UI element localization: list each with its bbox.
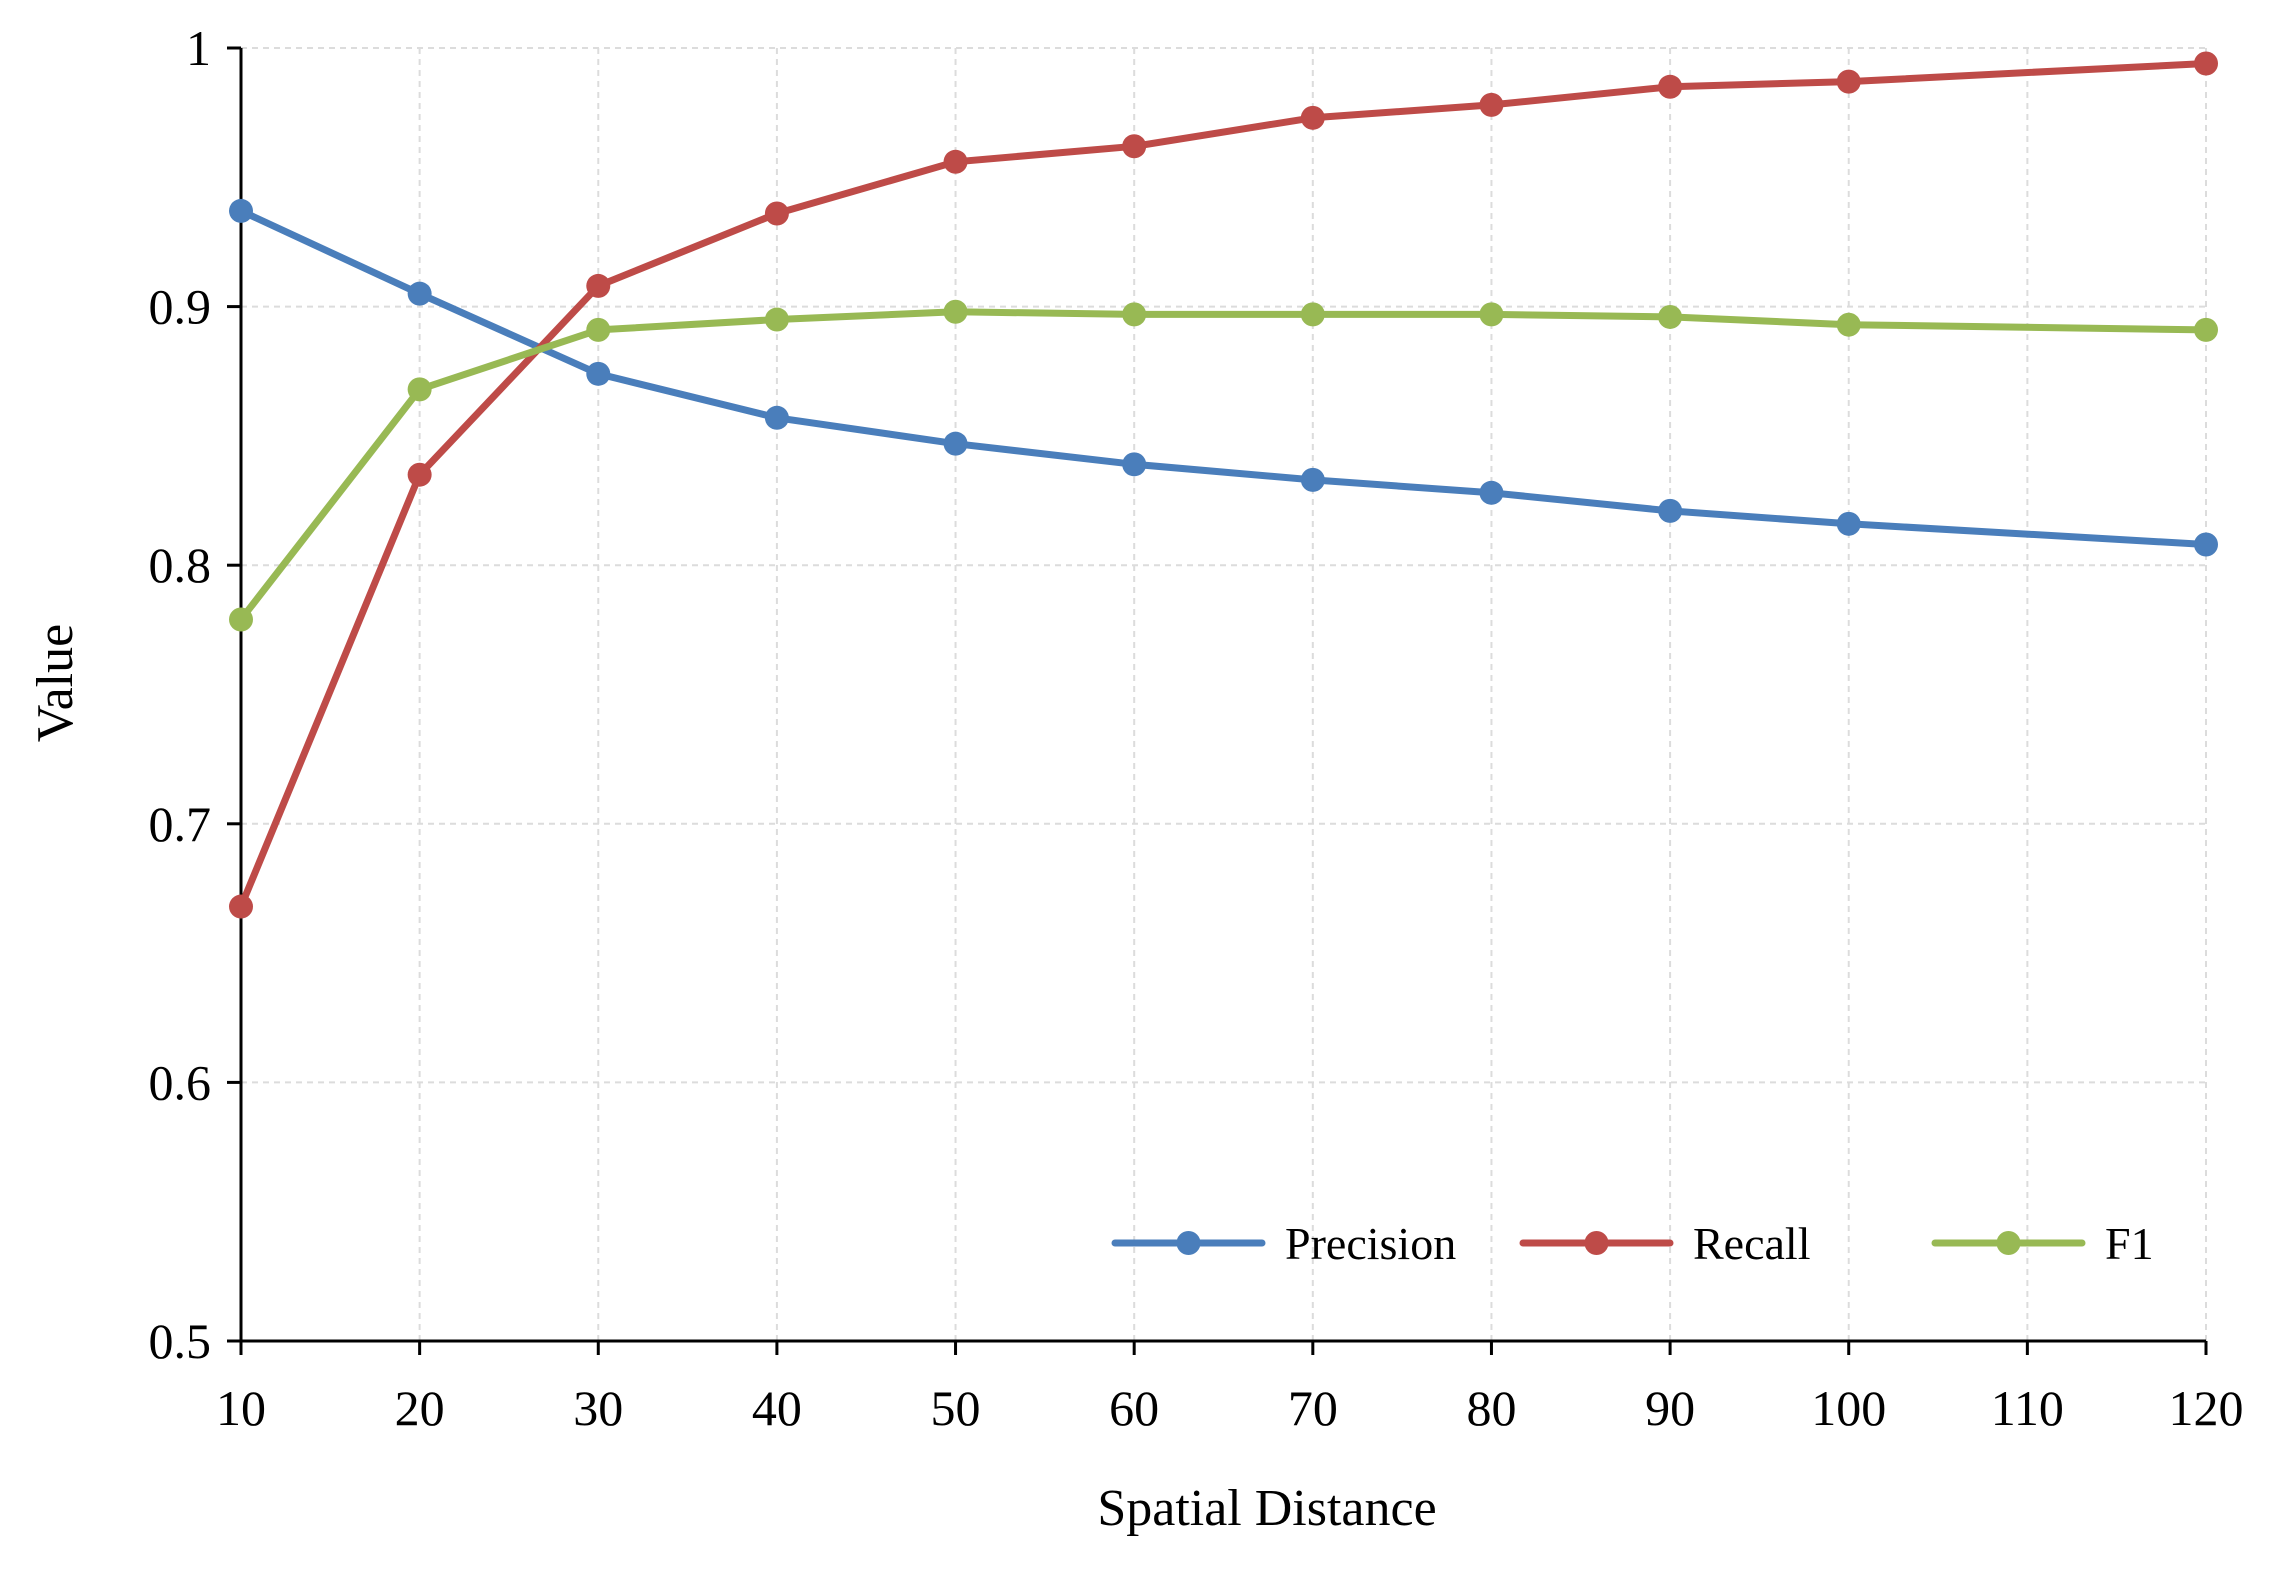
- x-tick-label: 50: [931, 1380, 981, 1436]
- recall-point: [407, 462, 432, 487]
- f1-point: [229, 607, 253, 632]
- x-tick-label: 10: [216, 1380, 266, 1436]
- recall-point: [1479, 92, 1504, 117]
- precision-point: [1122, 452, 1147, 477]
- f1-point: [407, 377, 432, 402]
- y-tick-label: 0.7: [149, 796, 212, 852]
- x-tick-label: 70: [1288, 1380, 1338, 1436]
- x-tick-label: 60: [1109, 1380, 1159, 1436]
- precision-point: [586, 361, 611, 386]
- legend-label-f1: F1: [2105, 1218, 2154, 1269]
- f1-point: [1479, 302, 1504, 327]
- f1-point: [1836, 312, 1861, 337]
- precision-point: [229, 198, 253, 223]
- legend-item-f1: F1: [1931, 1218, 2154, 1269]
- recall-line: [237, 60, 2210, 911]
- y-tick-label: 0.9: [149, 279, 212, 335]
- x-axis-title: Spatial Distance: [1097, 1480, 1436, 1537]
- legend-marker-f1: [1996, 1231, 2021, 1255]
- f1-point: [764, 307, 789, 332]
- x-tick-label: 110: [1991, 1380, 2064, 1436]
- recall-point: [943, 149, 968, 174]
- recall-point: [1122, 134, 1147, 159]
- legend-marker-recall: [1584, 1231, 1609, 1255]
- recall-point: [1300, 105, 1325, 130]
- precision-point: [943, 431, 968, 456]
- precision-line: [237, 207, 2210, 548]
- legend-item-precision: Precision: [1111, 1218, 1456, 1269]
- y-tick-label: 0.5: [149, 1313, 212, 1369]
- series-recall: [229, 51, 2218, 919]
- recall-point: [764, 201, 789, 226]
- precision-point: [1300, 467, 1325, 492]
- x-tick-label: 120: [2169, 1380, 2244, 1436]
- f1-point: [1122, 302, 1147, 327]
- f1-line: [237, 308, 2210, 623]
- f1-point: [2194, 317, 2218, 342]
- f1-point: [1300, 302, 1325, 327]
- y-tick-label: 1: [186, 20, 211, 76]
- series-f1: [229, 299, 2218, 632]
- f1-point: [1658, 304, 1683, 329]
- f1-point: [943, 299, 968, 324]
- grid-lines: [241, 47, 2207, 1341]
- x-tick-label: 30: [573, 1380, 623, 1436]
- legend-marker-precision: [1176, 1231, 1201, 1255]
- recall-point: [229, 894, 253, 919]
- x-tick-label: 20: [395, 1380, 445, 1436]
- legend: Precision Recall F1: [1111, 1218, 2154, 1269]
- x-tick-label: 100: [1811, 1380, 1886, 1436]
- x-tick-label: 40: [752, 1380, 802, 1436]
- y-tick-label: 0.6: [149, 1054, 212, 1110]
- y-axis-title: Value: [27, 624, 84, 742]
- legend-item-recall: Recall: [1519, 1218, 1811, 1269]
- series-precision: [229, 198, 2218, 557]
- y-tick-label: 0.8: [149, 537, 212, 593]
- recall-point: [1658, 74, 1683, 99]
- recall-point: [2194, 51, 2218, 76]
- precision-point: [2194, 532, 2218, 557]
- recall-point: [586, 273, 611, 298]
- precision-point: [764, 405, 789, 430]
- f1-point: [586, 317, 611, 342]
- series-lines: [229, 51, 2218, 919]
- precision-point: [407, 281, 432, 306]
- precision-point: [1658, 498, 1683, 523]
- x-tick-label: 90: [1645, 1380, 1695, 1436]
- legend-label-recall: Recall: [1693, 1218, 1811, 1269]
- precision-point: [1836, 511, 1861, 536]
- x-tick-label: 80: [1466, 1380, 1516, 1436]
- legend-label-precision: Precision: [1285, 1218, 1456, 1269]
- recall-point: [1836, 69, 1861, 94]
- precision-point: [1479, 480, 1504, 505]
